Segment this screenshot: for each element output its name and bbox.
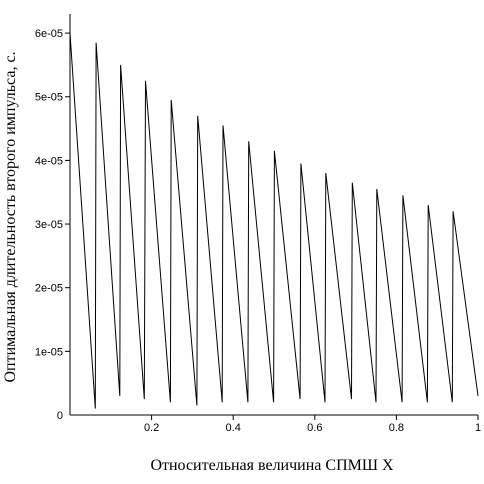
y-tick-label: 6e-05 [35,28,63,40]
series-group [69,33,479,409]
x-tick-label: 0.8 [389,422,404,434]
x-tick-label: 0.2 [144,422,159,434]
y-tick-label: 5e-05 [35,92,63,104]
y-tick-label: 1e-05 [35,346,63,358]
axes [69,14,478,416]
series-line [69,33,479,409]
y-tick-label: 3e-05 [35,219,63,231]
y-tick-label: 4e-05 [35,155,63,167]
x-tick-label: 0.6 [307,422,322,434]
x-tick-label: 1 [475,422,481,434]
x-tick-label: 0.4 [226,422,241,434]
y-tick-label: 2e-05 [35,283,63,295]
origin-tick-label: 0 [57,410,63,422]
x-axis-title: Относительная величина СПМШ X [150,457,394,474]
y-axis-title: Оптимальная длительность второго импульс… [2,51,19,382]
tick-labels: 0 0.2 0.4 0.6 0.8 1 1e-05 2e-05 3e-05 4e-05 5e-05 6… [35,28,481,434]
